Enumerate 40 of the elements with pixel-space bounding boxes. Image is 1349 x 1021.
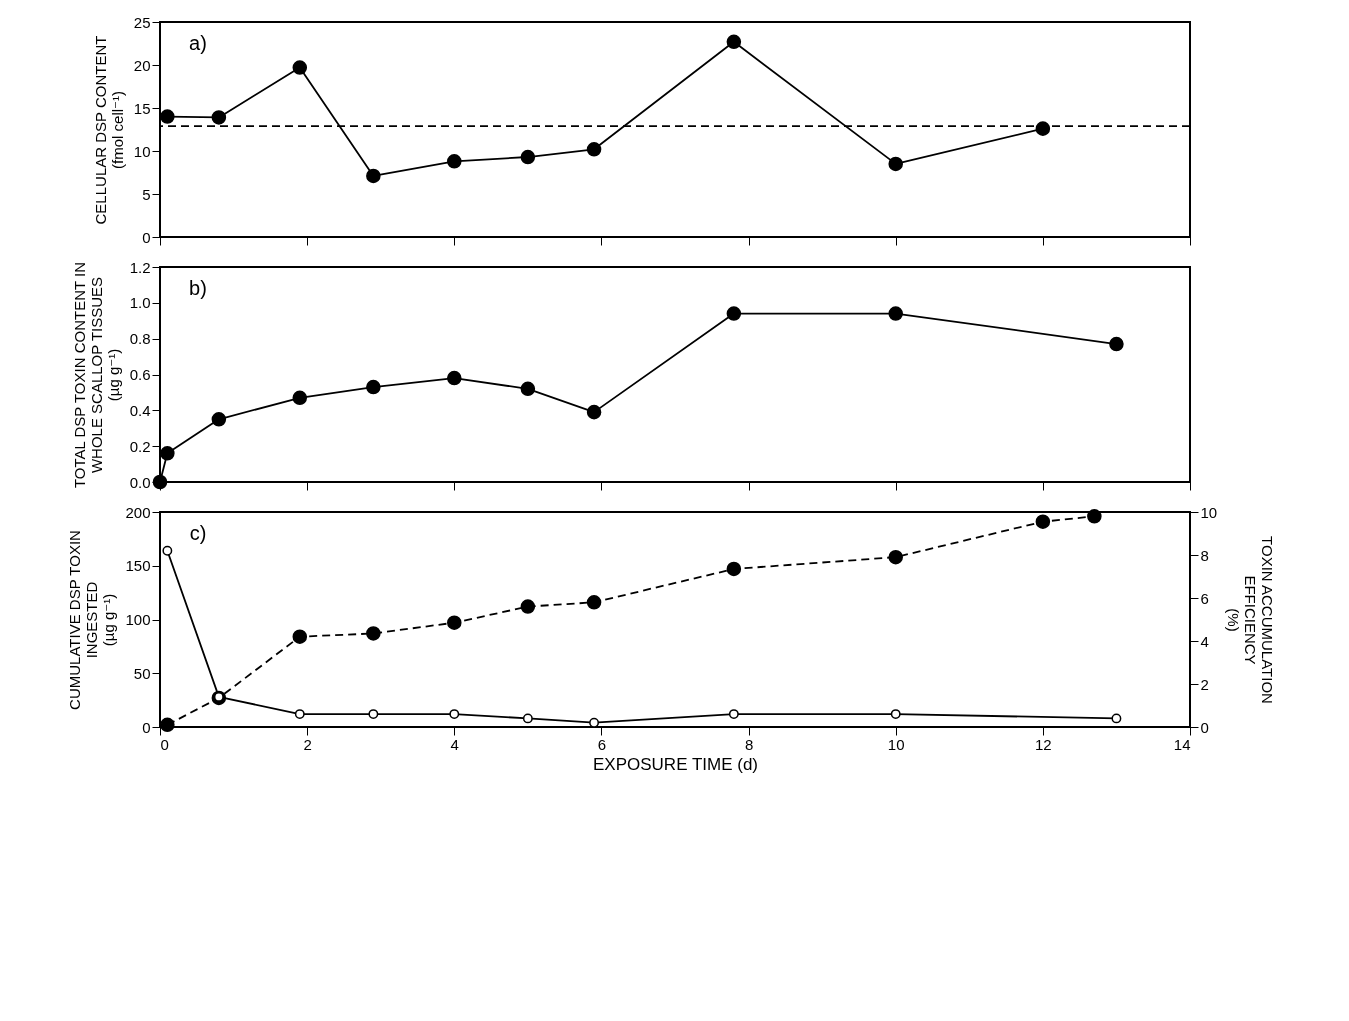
- y-axis-title: CELLULAR DSP CONTENT (fmol cell⁻¹): [91, 35, 126, 225]
- x-axis-title: EXPOSURE TIME (d): [593, 754, 758, 774]
- y-tick-label: 20: [133, 56, 151, 74]
- x-tick-label: 8: [744, 735, 754, 753]
- y-tick-label: 0: [142, 718, 151, 736]
- y-tick-label: 0: [142, 228, 151, 246]
- y-tick-label: 0.2: [129, 437, 151, 455]
- annotation: a): [189, 32, 207, 54]
- y-tick-label: 1.2: [129, 258, 151, 276]
- y2-axis-title: TOXIN ACCUMULATION EFFICIENCY (%): [1225, 536, 1277, 704]
- y2-tick-label: 4: [1200, 632, 1209, 650]
- x-tick-label: 2: [303, 735, 312, 753]
- y-tick-label: 0.4: [129, 401, 151, 419]
- x-tick-label: 14: [1173, 735, 1191, 753]
- x-tick-label: 6: [597, 735, 607, 753]
- y-tick-label: 10: [133, 142, 151, 160]
- x-tick-label: 12: [1035, 735, 1052, 753]
- annotation: b): [189, 277, 207, 299]
- y2-tick-label: 10: [1200, 503, 1218, 521]
- y-tick-label: 5: [142, 185, 151, 203]
- x-tick-label: 0: [160, 735, 169, 753]
- y2-tick-label: 2: [1200, 675, 1209, 693]
- y2-tick-label: 0: [1200, 718, 1209, 736]
- y-tick-label: 25: [133, 13, 151, 31]
- y2-tick-label: 6: [1200, 589, 1209, 607]
- y2-tick-label: 8: [1200, 546, 1209, 564]
- y-tick-label: 50: [133, 664, 151, 682]
- y-tick-label: 100: [125, 611, 151, 628]
- annotation: c): [189, 522, 207, 544]
- y-tick-label: 15: [133, 99, 151, 117]
- x-tick-label: 10: [887, 735, 905, 753]
- y-tick-label: 200: [125, 503, 151, 521]
- y-tick-label: 0.8: [129, 330, 151, 348]
- y-axis-title: TOTAL DSP TOXIN CONTENT IN WHOLE SCALLOP TISSUES (µg g⁻¹): [70, 261, 122, 489]
- y-tick-label: 0.6: [129, 366, 151, 383]
- y-tick-label: 150: [125, 557, 151, 575]
- y-axis-title: CUMULATIVE DSP TOXIN INGESTED (µg g⁻¹): [66, 530, 118, 710]
- y-tick-label: 1.0: [129, 294, 151, 312]
- y-tick-label: 0.0: [129, 473, 151, 491]
- x-tick-label: 4: [450, 735, 459, 753]
